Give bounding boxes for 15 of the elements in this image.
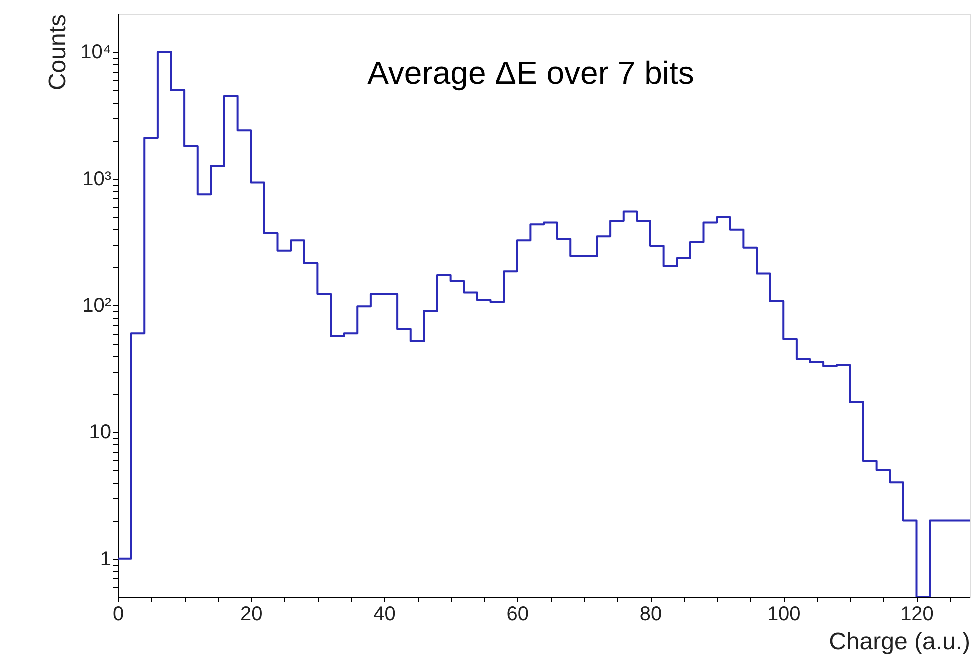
y-tick-label: 10² (82, 295, 112, 317)
x-tick-label: 40 (374, 604, 396, 626)
x-tick-label: 20 (240, 604, 263, 626)
x-tick-label: 60 (506, 604, 529, 626)
y-axis-title: Counts (44, 14, 72, 91)
x-tick-label: 100 (767, 604, 801, 626)
x-tick-label: 80 (640, 604, 662, 626)
x-tick-label: 0 (112, 604, 124, 626)
text: Average ΔE over 7 bits (368, 55, 694, 91)
x-axis-title: Charge (a.u.) (829, 628, 970, 656)
y-tick-label: 10⁴ (80, 42, 112, 64)
y-tick-label: 10³ (82, 168, 112, 190)
y-tick-label: 10 (89, 422, 112, 444)
x-tick-label: 120 (900, 604, 934, 626)
y-tick-label: 1 (100, 548, 112, 570)
